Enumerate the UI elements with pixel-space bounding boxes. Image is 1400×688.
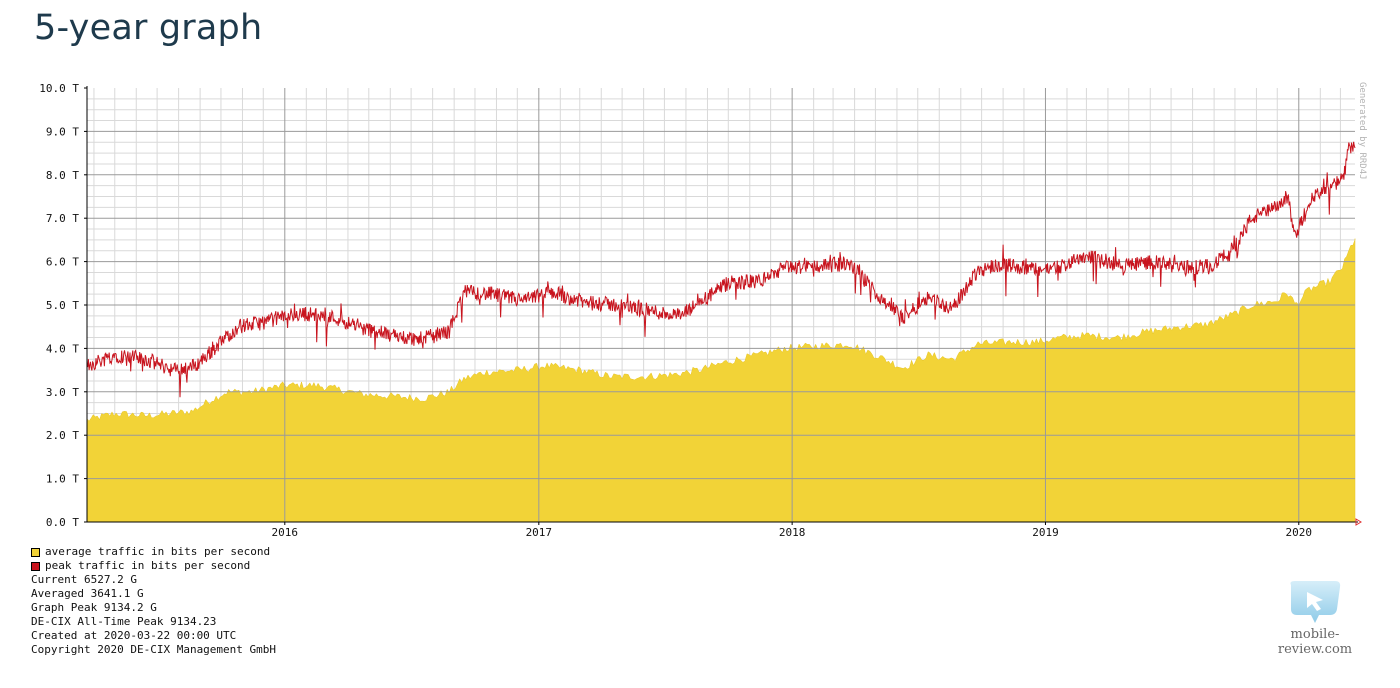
- stat-graph-peak: Graph Peak 9134.2 G: [31, 601, 157, 614]
- legend-swatch-average: [31, 547, 40, 557]
- y-tick-label: 6.0 T: [46, 256, 79, 269]
- watermark-logo-icon: [1290, 581, 1341, 623]
- series-average-area: [86, 238, 1356, 523]
- series-peak-line: [86, 141, 1356, 398]
- x-tick-label: 2016: [272, 526, 299, 539]
- y-tick-label: 5.0 T: [46, 299, 79, 312]
- chart-stats: Current 6527.2 G Averaged 3641.1 G Graph…: [31, 573, 276, 657]
- y-tick-label: 1.0 T: [46, 473, 79, 486]
- x-tick-label: 2017: [526, 526, 553, 539]
- stat-copyright: Copyright 2020 DE-CIX Management GmbH: [31, 643, 277, 656]
- y-tick-label: 8.0 T: [46, 169, 79, 182]
- legend-item-peak: peak traffic in bits per second: [31, 559, 270, 573]
- chart-legend: average traffic in bits per second peak …: [31, 545, 270, 573]
- watermark: mobile-review.com: [1260, 579, 1370, 657]
- x-tick-label: 2018: [779, 526, 806, 539]
- stat-current: Current 6527.2 G: [31, 573, 137, 586]
- legend-item-average: average traffic in bits per second: [31, 545, 270, 559]
- legend-label-average: average traffic in bits per second: [45, 545, 271, 558]
- y-tick-label: 7.0 T: [46, 212, 79, 225]
- stat-averaged: Averaged 3641.1 G: [31, 587, 144, 600]
- watermark-text: mobile-review.com: [1277, 627, 1353, 657]
- page-title: 5-year graph: [34, 8, 263, 48]
- traffic-chart: 0.0 T 1.0 T 2.0 T 3.0 T 4.0 T 5.0 T 6.0 T 7.0 T…: [39, 82, 1367, 539]
- generated-by-label: Generated by RRD4J: [1357, 82, 1367, 180]
- stat-created: Created at 2020-03-22 00:00 UTC: [31, 629, 237, 642]
- stat-all-time-peak: DE-CIX All-Time Peak 9134.23: [31, 615, 217, 628]
- legend-swatch-peak: [31, 561, 40, 571]
- x-axis-arrow-icon: [1355, 518, 1362, 526]
- y-tick-label: 0.0 T: [46, 516, 79, 529]
- y-tick-label: 10.0 T: [39, 82, 79, 95]
- y-tick-label: 4.0 T: [46, 342, 79, 355]
- x-tick-label: 2019: [1032, 526, 1059, 539]
- legend-label-peak: peak traffic in bits per second: [45, 559, 251, 572]
- y-tick-label: 2.0 T: [46, 429, 79, 442]
- y-tick-label: 3.0 T: [46, 386, 79, 399]
- x-tick-label: 2020: [1286, 526, 1313, 539]
- y-tick-label: 9.0 T: [46, 125, 79, 138]
